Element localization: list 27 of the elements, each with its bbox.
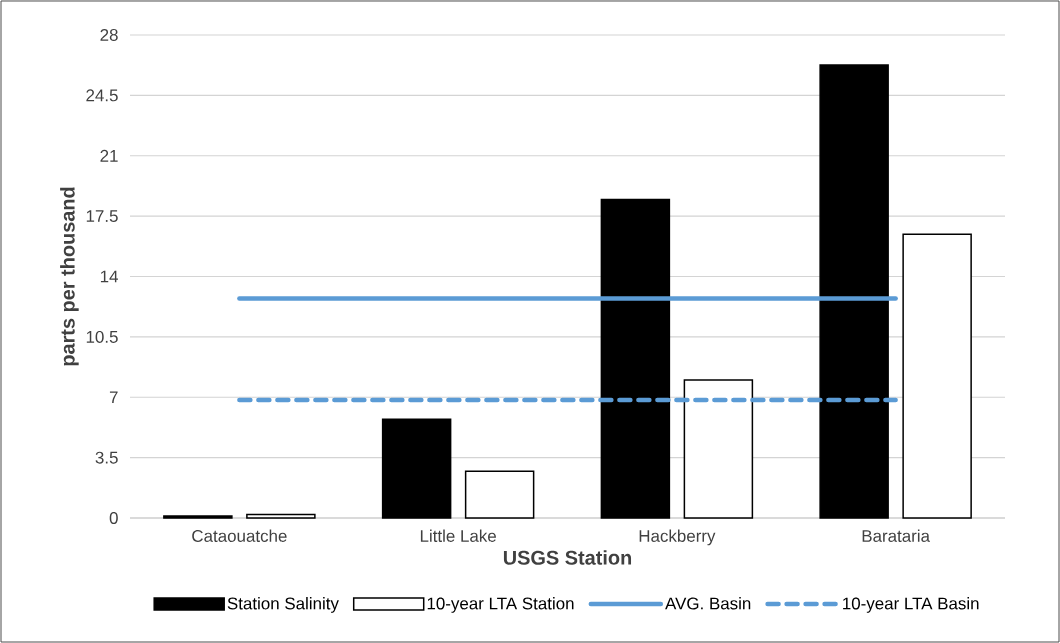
x-axis-title: USGS Station <box>503 550 632 565</box>
legend-label: 10-year LTA Station <box>427 597 574 613</box>
y-tick-label: 24.5 <box>86 89 118 102</box>
bar <box>902 233 972 519</box>
y-axis-title: parts per thousand <box>60 187 79 366</box>
bar <box>600 198 671 519</box>
x-tick-label: Hackberry <box>639 529 716 546</box>
x-tick-label: Barataria <box>862 529 930 542</box>
y-tick-label: 10.5 <box>86 330 118 343</box>
bar <box>464 470 535 519</box>
legend-label: Station Salinity <box>227 597 339 613</box>
y-tick-label: 7 <box>109 391 118 404</box>
legend-label: AVG. Basin <box>665 597 751 610</box>
legend-label: 10-year LTA Basin <box>843 597 979 613</box>
bar <box>246 513 316 519</box>
bar <box>683 379 754 519</box>
y-tick-label: 0 <box>109 512 118 524</box>
bar <box>163 515 233 519</box>
x-tick-label: Little Lake <box>420 529 496 542</box>
y-tick-label: 28 <box>100 29 118 41</box>
bar <box>381 418 452 519</box>
y-tick-label: 17.5 <box>86 210 118 223</box>
y-tick-label: 21 <box>100 149 118 162</box>
bar <box>819 64 889 519</box>
y-tick-label: 14 <box>100 270 118 283</box>
y-tick-label: 3.5 <box>95 451 118 464</box>
x-tick-label: Cataouatche <box>192 529 287 542</box>
